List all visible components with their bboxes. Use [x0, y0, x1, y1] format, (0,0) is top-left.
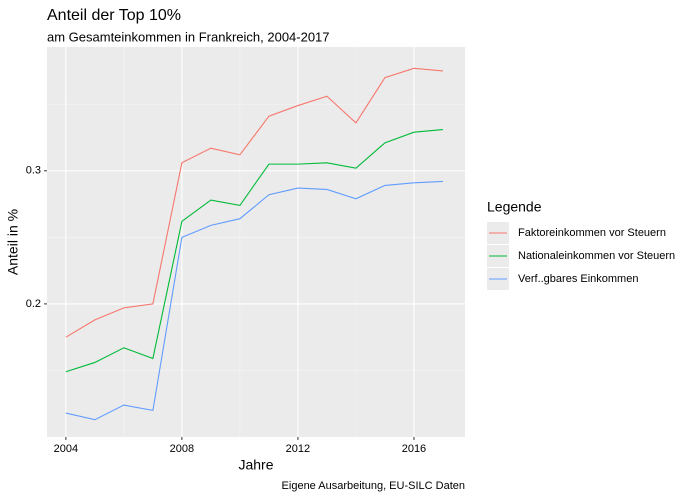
- y-axis-label: Anteil in %: [5, 209, 21, 275]
- x-tick-label: 2012: [286, 443, 310, 455]
- legend-label: Nationaleinkommen vor Steuern: [518, 250, 675, 262]
- series-line: [65, 128, 444, 373]
- series-line: [65, 180, 443, 421]
- panel: [47, 47, 465, 437]
- legend-title: Legende: [487, 199, 542, 215]
- chart-title: Anteil der Top 10%: [47, 7, 181, 24]
- legend-label: Verf..gbares Einkommen: [518, 273, 638, 285]
- x-tick-label: 2016: [402, 443, 426, 455]
- x-tick-label: 2004: [54, 443, 78, 455]
- y-tick-label: 0.2: [26, 298, 41, 310]
- caption: Eigene Ausarbeitung, EU-SILC Daten: [282, 480, 465, 492]
- y-tick-label: 0.3: [26, 165, 41, 177]
- chart-subtitle: am Gesamteinkommen in Frankreich, 2004-2…: [47, 29, 330, 44]
- legend-label: Faktoreinkommen vor Steuern: [518, 227, 666, 239]
- series-line: [65, 67, 444, 338]
- x-tick-label: 2008: [170, 443, 194, 455]
- x-axis-label: Jahre: [238, 457, 273, 473]
